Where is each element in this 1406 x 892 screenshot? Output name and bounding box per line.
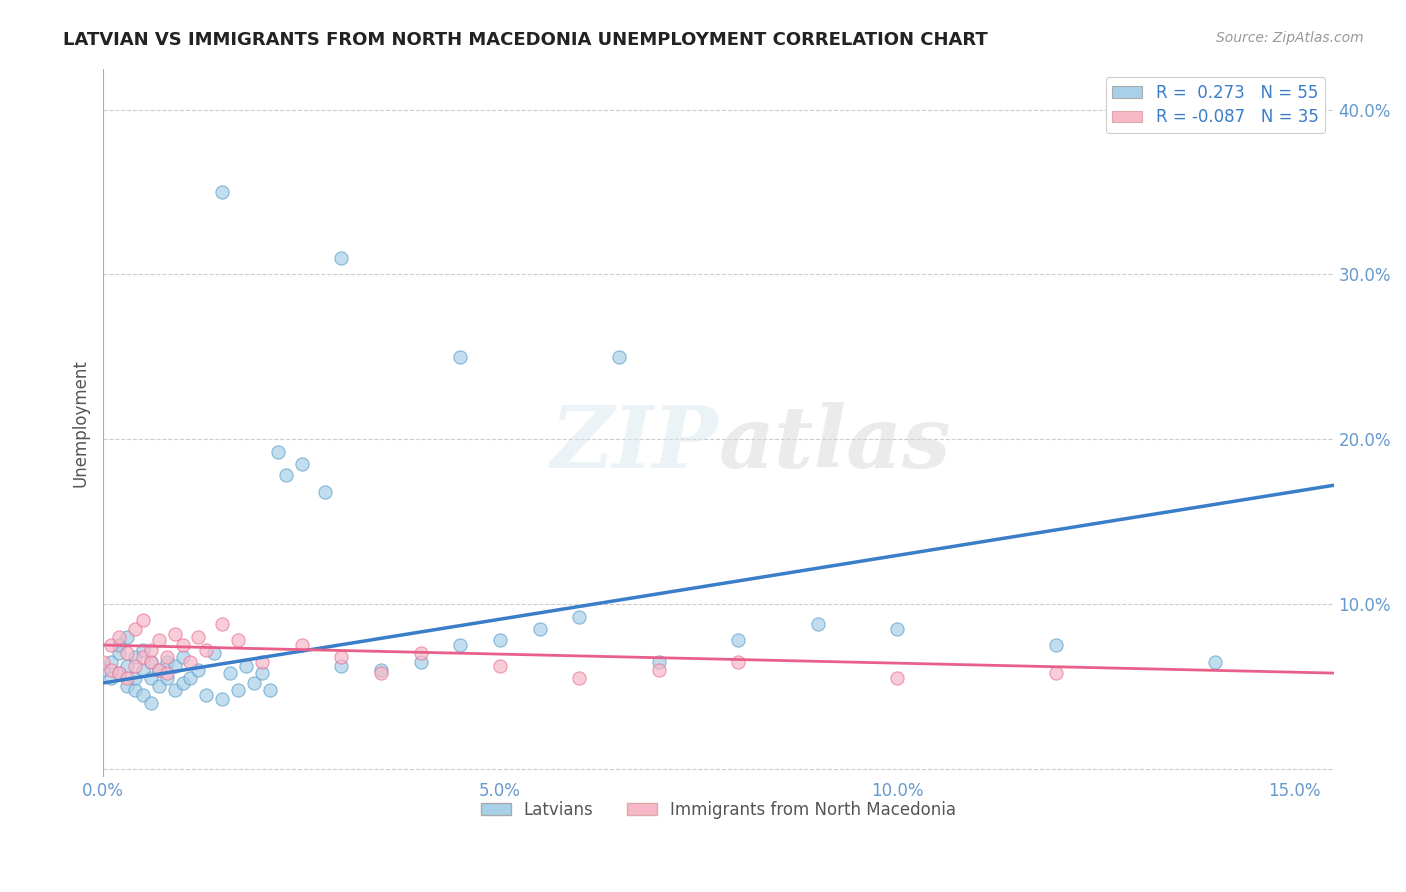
Point xyxy=(187,630,209,644)
Point xyxy=(1045,666,1067,681)
Point xyxy=(163,659,186,673)
Point xyxy=(179,671,201,685)
Point xyxy=(886,622,908,636)
Point xyxy=(187,663,209,677)
Point xyxy=(409,646,432,660)
Text: atlas: atlas xyxy=(718,402,950,485)
Point xyxy=(195,688,218,702)
Point xyxy=(291,638,314,652)
Point xyxy=(108,646,131,660)
Point xyxy=(211,616,233,631)
Point xyxy=(124,649,146,664)
Point xyxy=(250,666,273,681)
Point xyxy=(132,643,155,657)
Point xyxy=(100,638,122,652)
Point xyxy=(132,613,155,627)
Point xyxy=(139,643,162,657)
Point xyxy=(274,468,297,483)
Point xyxy=(529,622,551,636)
Point xyxy=(139,696,162,710)
Point xyxy=(124,671,146,685)
Point xyxy=(172,649,194,664)
Point xyxy=(156,649,179,664)
Point xyxy=(267,445,290,459)
Point xyxy=(291,457,314,471)
Point xyxy=(250,655,273,669)
Point xyxy=(124,659,146,673)
Point xyxy=(807,616,830,631)
Point xyxy=(727,655,749,669)
Legend: Latvians, Immigrants from North Macedonia: Latvians, Immigrants from North Macedoni… xyxy=(474,794,963,825)
Point xyxy=(156,671,179,685)
Point xyxy=(115,671,138,685)
Point xyxy=(226,633,249,648)
Point xyxy=(219,666,242,681)
Point xyxy=(139,655,162,669)
Point xyxy=(132,649,155,664)
Point xyxy=(100,671,122,685)
Y-axis label: Unemployment: Unemployment xyxy=(72,359,89,487)
Point xyxy=(1045,638,1067,652)
Point xyxy=(568,671,591,685)
Point xyxy=(108,630,131,644)
Point xyxy=(148,679,170,693)
Point xyxy=(108,666,131,681)
Point xyxy=(108,638,131,652)
Point xyxy=(211,692,233,706)
Point xyxy=(172,638,194,652)
Point xyxy=(489,659,512,673)
Point xyxy=(607,350,630,364)
Point xyxy=(314,484,336,499)
Point xyxy=(886,671,908,685)
Point xyxy=(115,630,138,644)
Point xyxy=(727,633,749,648)
Point xyxy=(179,655,201,669)
Text: Source: ZipAtlas.com: Source: ZipAtlas.com xyxy=(1216,31,1364,45)
Text: ZIP: ZIP xyxy=(551,402,718,485)
Point xyxy=(163,626,186,640)
Point xyxy=(449,350,471,364)
Point xyxy=(211,185,233,199)
Point xyxy=(489,633,512,648)
Point xyxy=(243,676,266,690)
Point xyxy=(163,682,186,697)
Point xyxy=(148,663,170,677)
Point xyxy=(195,643,218,657)
Point xyxy=(156,666,179,681)
Point xyxy=(100,663,122,677)
Point xyxy=(330,649,353,664)
Point xyxy=(370,663,392,677)
Point xyxy=(148,663,170,677)
Point xyxy=(202,646,225,660)
Point xyxy=(139,655,162,669)
Point xyxy=(568,610,591,624)
Point xyxy=(370,666,392,681)
Point xyxy=(124,682,146,697)
Point xyxy=(172,676,194,690)
Point xyxy=(115,679,138,693)
Point xyxy=(91,663,114,677)
Point xyxy=(259,682,281,697)
Point xyxy=(148,633,170,648)
Point xyxy=(100,655,122,669)
Point xyxy=(449,638,471,652)
Point xyxy=(115,659,138,673)
Point xyxy=(108,666,131,681)
Point xyxy=(124,622,146,636)
Point xyxy=(330,251,353,265)
Point xyxy=(139,671,162,685)
Point xyxy=(1204,655,1226,669)
Point xyxy=(648,663,671,677)
Point xyxy=(226,682,249,697)
Point xyxy=(132,663,155,677)
Point xyxy=(115,646,138,660)
Text: LATVIAN VS IMMIGRANTS FROM NORTH MACEDONIA UNEMPLOYMENT CORRELATION CHART: LATVIAN VS IMMIGRANTS FROM NORTH MACEDON… xyxy=(63,31,988,49)
Point xyxy=(409,655,432,669)
Point xyxy=(330,659,353,673)
Point xyxy=(156,655,179,669)
Point xyxy=(648,655,671,669)
Point xyxy=(235,659,257,673)
Point xyxy=(132,688,155,702)
Point xyxy=(91,655,114,669)
